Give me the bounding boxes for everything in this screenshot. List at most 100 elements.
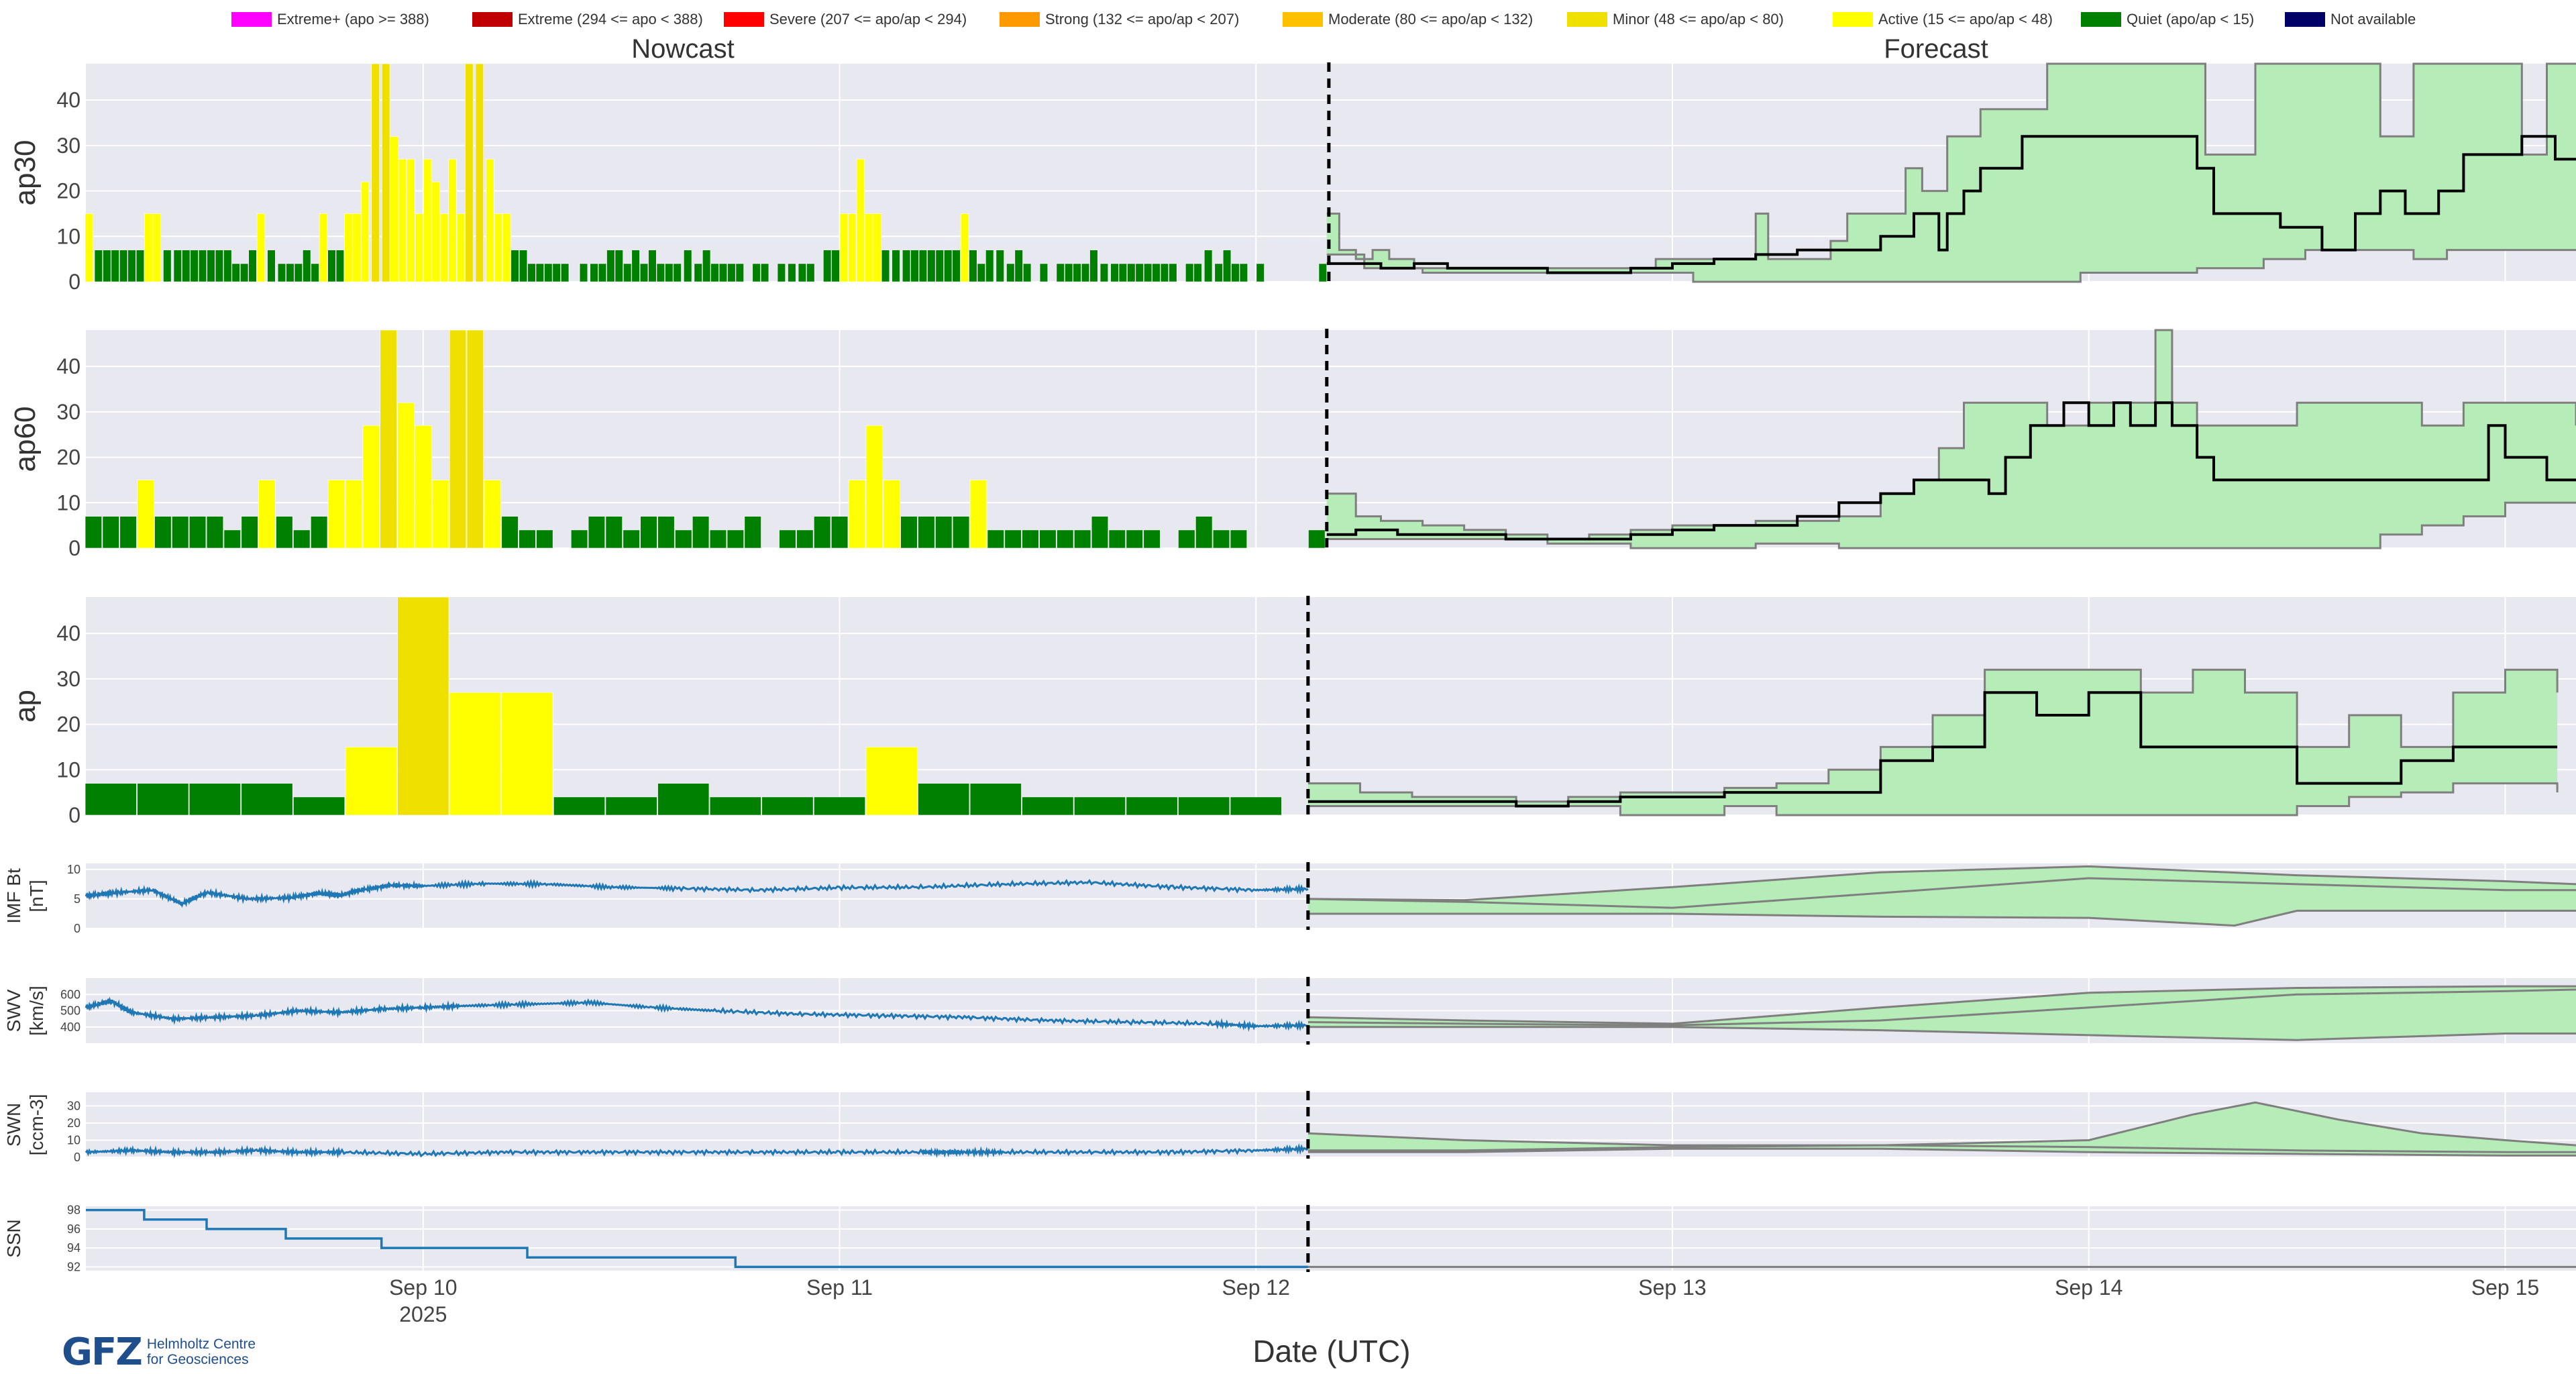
gfz-logo-line1: Helmholtz Centre (146, 1336, 256, 1352)
bar-ap (449, 692, 501, 816)
plot-background (86, 1206, 2576, 1271)
bar-ap30 (103, 250, 111, 282)
bar-ap60 (1230, 529, 1248, 549)
bar-ap30 (286, 263, 294, 282)
legend-label: Active (15 <= apo/ap < 48) (1878, 11, 2053, 28)
bar-ap30 (127, 250, 136, 282)
bar-ap60 (900, 516, 918, 549)
bar-ap60 (85, 516, 103, 549)
bar-ap30 (798, 263, 807, 282)
bar-ap30 (1239, 263, 1248, 282)
legend-label: Moderate (80 <= apo/ap < 132) (1328, 11, 1533, 28)
y-axis-label: SSN (3, 1219, 24, 1258)
bar-ap30 (1110, 263, 1119, 282)
legend-label: Extreme (294 <= apo < 388) (518, 11, 703, 28)
bar-ap60 (623, 529, 640, 549)
bar-ap60 (640, 516, 657, 549)
legend-swatch (1567, 12, 1607, 27)
bar-ap60 (1004, 529, 1022, 549)
bar-ap (501, 692, 553, 816)
bar-ap60 (466, 329, 484, 549)
y-tick-label: 40 (56, 354, 80, 378)
legend-label: Minor (48 <= apo/ap < 80) (1613, 11, 1784, 28)
y-tick-label: 0 (68, 803, 80, 827)
bar-ap (1022, 796, 1074, 816)
bar-ap30 (694, 263, 702, 282)
bar-ap30 (182, 250, 191, 282)
bar-ap30 (788, 263, 796, 282)
bar-ap30 (502, 213, 511, 282)
bar-ap30 (1065, 263, 1073, 282)
bar-ap30 (1056, 263, 1065, 282)
bar-ap30 (1169, 263, 1177, 282)
bar-ap60 (1308, 529, 1326, 549)
y-axis-label: ap60 (9, 407, 42, 472)
bar-ap30 (977, 263, 985, 282)
x-tick-label: Sep 10 (389, 1275, 457, 1300)
bar-ap30 (335, 250, 345, 282)
bar-ap30 (465, 63, 474, 282)
bar-ap60 (345, 480, 362, 549)
bar-ap30 (85, 213, 94, 282)
y-tick-label: 20 (56, 445, 80, 470)
forecast-band-ap60 (1326, 330, 2576, 548)
bar-ap60 (258, 480, 276, 549)
bar-ap30 (1318, 263, 1327, 282)
bar-ap60 (172, 516, 189, 549)
bar-ap60 (779, 529, 796, 549)
panel-ap60: 0 10 20 30 40 ap60 (9, 329, 2576, 560)
legend-item-1: Extreme (294 <= apo < 388) (472, 11, 703, 28)
bar-ap30 (215, 250, 224, 282)
panel-ssn: 92 94 96 98 SSN (3, 1204, 2576, 1273)
bar-ap30 (475, 63, 484, 282)
bar-ap30 (806, 263, 815, 282)
bar-ap (1073, 796, 1126, 816)
bar-ap (293, 796, 345, 816)
bar-ap30 (1073, 263, 1081, 282)
bar-ap (657, 783, 710, 816)
legend-label: Not available (2330, 11, 2416, 28)
bar-ap (605, 796, 657, 816)
bar-ap30 (163, 250, 172, 282)
y-axis-label: SWV (3, 989, 24, 1032)
bar-ap30 (1099, 263, 1109, 282)
bar-ap60 (1108, 529, 1126, 549)
bar-ap30 (1256, 263, 1265, 282)
legend-swatch (1000, 12, 1040, 27)
panel-ap30: 0 10 20 30 40 ap30 (9, 62, 2576, 294)
forecast-median-ap30 (1326, 135, 2576, 274)
bar-ap30 (352, 213, 361, 282)
bar-ap30 (614, 250, 623, 282)
bar-ap30 (1193, 263, 1202, 282)
forecast-band-imf (1307, 866, 2576, 926)
legend-swatch (1283, 12, 1323, 27)
legend-swatch (2081, 12, 2121, 27)
y-tick-label: 10 (56, 224, 80, 248)
bar-ap60 (1057, 529, 1074, 549)
bar-ap30 (606, 250, 615, 282)
bar-ap60 (727, 529, 745, 549)
y-tick-label: 20 (67, 1116, 80, 1130)
bar-ap30 (560, 263, 570, 282)
bar-ap30 (256, 213, 266, 282)
bar-ap60 (327, 480, 345, 549)
bar-ap60 (1195, 516, 1213, 549)
bar-ap60 (1126, 529, 1143, 549)
bar-ap60 (241, 516, 258, 549)
bar-ap30 (486, 158, 494, 282)
bar-ap30 (319, 213, 328, 282)
bar-ap (761, 796, 814, 816)
forecast-lower-ap30 (1326, 249, 2576, 283)
bar-ap60 (692, 516, 710, 549)
bar-ap30 (535, 263, 545, 282)
bar-ap30 (511, 250, 519, 282)
bar-ap30 (927, 250, 936, 282)
bar-ap30 (952, 250, 961, 282)
forecast-upper-swn (1307, 1101, 2576, 1147)
bar-ap30 (944, 250, 953, 282)
gfz-logo: GFZ Helmholtz Centre for Geosciences (62, 1330, 256, 1374)
bar-ap30 (136, 250, 145, 282)
bar-ap30 (960, 213, 969, 282)
legend-item-2: Severe (207 <= apo/ap < 294) (724, 11, 967, 28)
observed-line-swv (85, 996, 1309, 1032)
